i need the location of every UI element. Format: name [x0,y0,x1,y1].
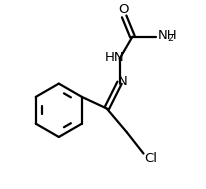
Text: NH: NH [157,29,177,42]
Text: Cl: Cl [144,152,157,165]
Text: 2: 2 [167,34,173,43]
Text: HN: HN [105,51,125,64]
Text: O: O [118,2,129,15]
Text: N: N [118,75,128,88]
